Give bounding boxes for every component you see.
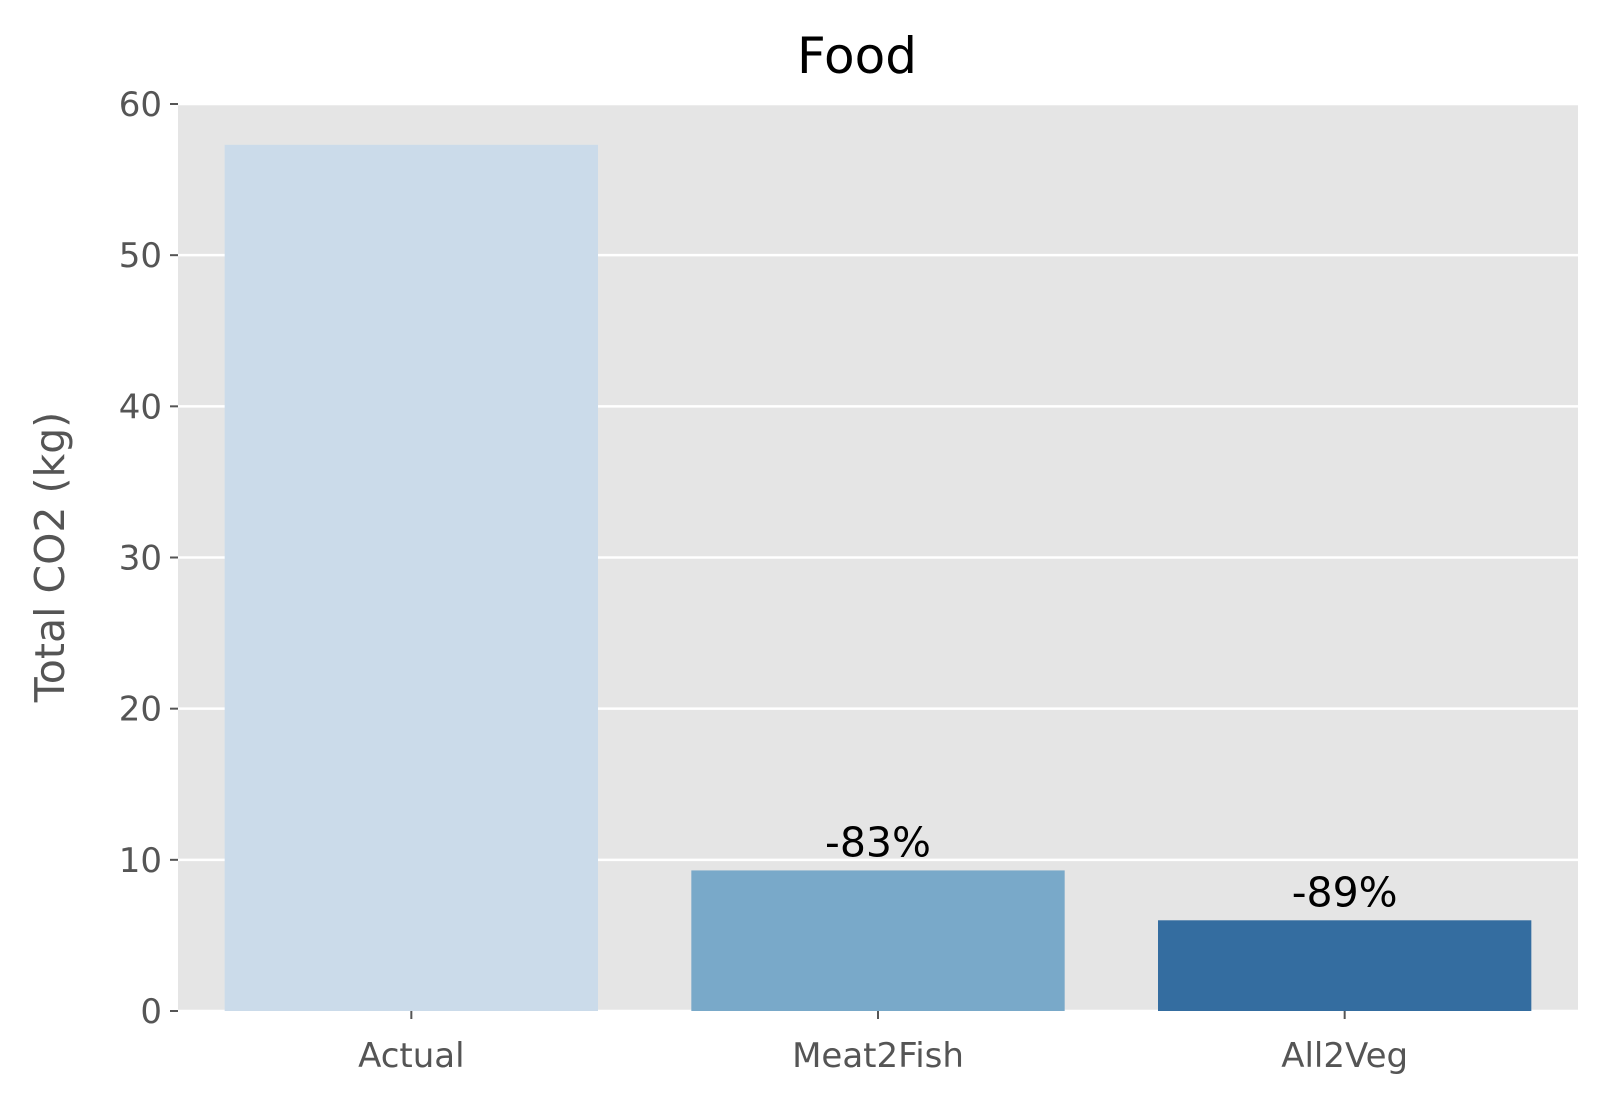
x-tick-label: Meat2Fish bbox=[792, 1036, 964, 1076]
bars bbox=[224, 144, 1532, 1011]
x-tick-label: Actual bbox=[358, 1036, 465, 1076]
y-tick-label: 50 bbox=[119, 236, 162, 276]
x-tick-label: All2Veg bbox=[1281, 1036, 1408, 1076]
bar-meat2fish bbox=[691, 870, 1065, 1011]
chart-title: Food bbox=[797, 27, 917, 85]
y-tick-label: 60 bbox=[119, 85, 162, 125]
bar-data-label: -83% bbox=[825, 818, 931, 866]
y-tick-label: 20 bbox=[119, 690, 162, 730]
bar-actual bbox=[224, 144, 598, 1011]
y-axis: 0 10 20 30 40 50 60 bbox=[119, 85, 178, 1032]
y-tick-label: 30 bbox=[119, 539, 162, 579]
y-axis-label: Total CO2 (kg) bbox=[26, 412, 74, 704]
y-tick-label: 40 bbox=[119, 387, 162, 427]
bar-all2veg bbox=[1158, 920, 1532, 1011]
x-axis: Actual Meat2Fish All2Veg bbox=[358, 1011, 1408, 1076]
y-tick-label: 10 bbox=[119, 841, 162, 881]
y-tick-label: 0 bbox=[140, 992, 162, 1032]
bar-data-label: -89% bbox=[1292, 868, 1398, 916]
bar-data-labels: -83% -89% bbox=[825, 818, 1398, 916]
